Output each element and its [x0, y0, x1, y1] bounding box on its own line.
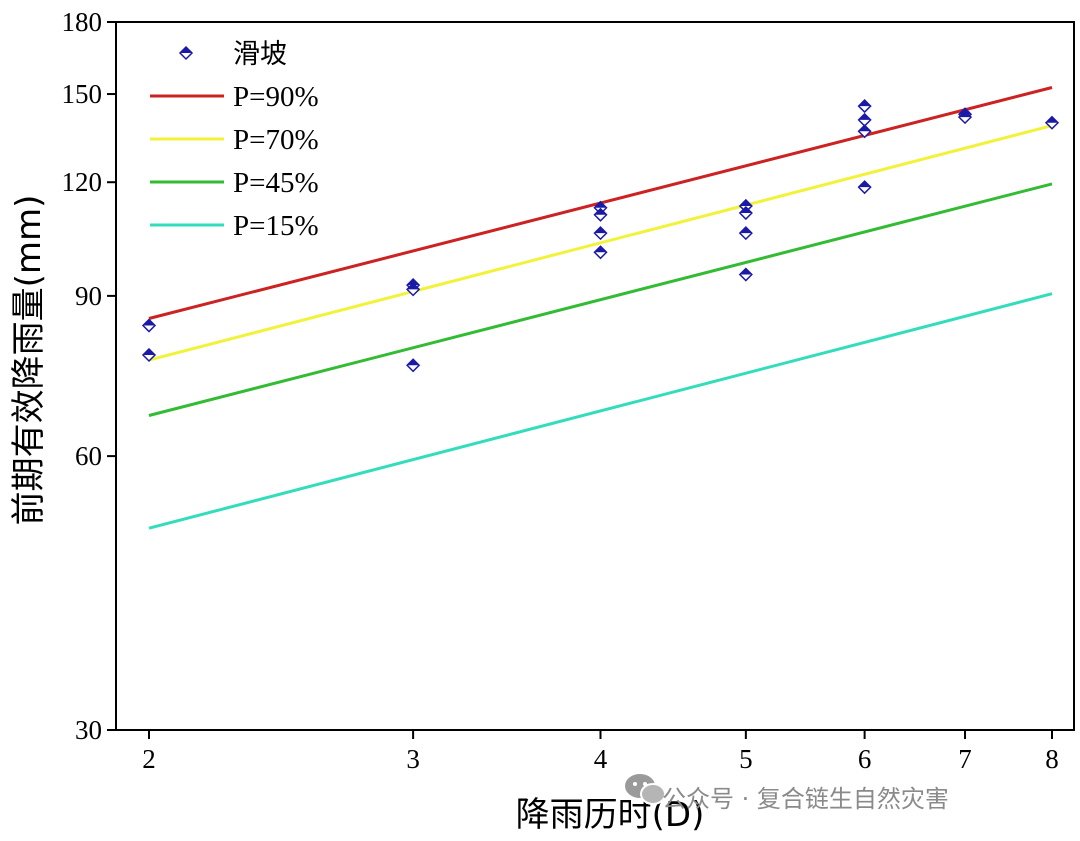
scatter-point: [593, 226, 608, 241]
legend-item: P=70%: [150, 124, 319, 156]
legend-item: P=45%: [150, 167, 319, 199]
scatter-point: [738, 205, 753, 221]
x-tick-label: 8: [1045, 744, 1059, 774]
legend-item: P=15%: [150, 210, 319, 242]
scatter-point: [141, 347, 157, 363]
x-tick-label: 2: [142, 744, 156, 774]
x-tick-label: 7: [958, 744, 972, 774]
scatter-point: [857, 180, 872, 195]
watermark: 公众号 · 复合链生自然灾害: [625, 774, 949, 813]
legend-label: P=15%: [233, 210, 319, 242]
y-tick-label: 90: [75, 281, 102, 311]
scatter-point: [141, 318, 157, 333]
legend-label: P=70%: [233, 124, 319, 156]
plot-area-frame: [115, 21, 1075, 731]
y-tick-label: 150: [62, 79, 103, 109]
scatter-point: [857, 112, 872, 127]
x-axis-title: 降雨历时(D): [516, 795, 705, 835]
y-tick-label: 60: [75, 441, 102, 471]
scatter-point: [738, 226, 753, 241]
legend-label: P=45%: [233, 167, 319, 199]
scatter-point: [857, 99, 872, 114]
series-line: [148, 182, 1053, 417]
legend-label: P=90%: [233, 81, 319, 113]
watermark-text: 公众号 · 复合链生自然灾害: [662, 785, 949, 813]
x-tick-label: 4: [594, 744, 608, 774]
y-tick-label: 120: [62, 167, 103, 197]
legend-label: 滑坡: [233, 39, 287, 70]
x-tick-label: 6: [858, 744, 872, 774]
scatter-point: [406, 358, 421, 373]
scatter-point: [406, 282, 421, 297]
legend-item: 滑坡: [178, 39, 287, 70]
series-line: [148, 292, 1053, 530]
scatter-point: [957, 110, 973, 125]
y-tick-label: 180: [62, 7, 103, 37]
y-axis-ticks: 30 60 90 120 150 180: [62, 7, 116, 745]
scatter-point: [593, 207, 608, 222]
scatter-point: [593, 245, 608, 260]
scatter-point: [857, 124, 872, 139]
x-tick-label: 5: [739, 744, 753, 774]
y-axis-title: 前期有效降雨量(mm): [9, 195, 49, 526]
y-tick-label: 30: [75, 715, 102, 745]
x-tick-label: 3: [406, 744, 420, 774]
wechat-icon: [625, 774, 666, 805]
series-line: [148, 124, 1053, 362]
x-axis-ticks: 2 3 4 5 6 7 8: [142, 730, 1059, 774]
scatter-point: [1044, 115, 1060, 130]
legend: 滑坡 P=90% P=70% P=45% P=15%: [150, 39, 319, 242]
scatter-points: [141, 99, 1060, 373]
legend-item: P=90%: [150, 81, 319, 113]
scatter-point: [738, 267, 753, 282]
